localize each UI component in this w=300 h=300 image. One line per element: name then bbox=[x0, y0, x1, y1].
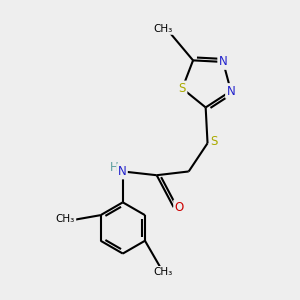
Text: N: N bbox=[219, 56, 227, 68]
Text: O: O bbox=[175, 201, 184, 214]
Text: CH₃: CH₃ bbox=[154, 23, 173, 34]
Text: CH₃: CH₃ bbox=[153, 267, 172, 277]
Text: S: S bbox=[178, 82, 186, 95]
Text: H: H bbox=[110, 161, 119, 174]
Text: N: N bbox=[118, 165, 126, 178]
Text: S: S bbox=[211, 135, 218, 148]
Text: N: N bbox=[226, 85, 235, 98]
Text: CH₃: CH₃ bbox=[56, 214, 75, 224]
